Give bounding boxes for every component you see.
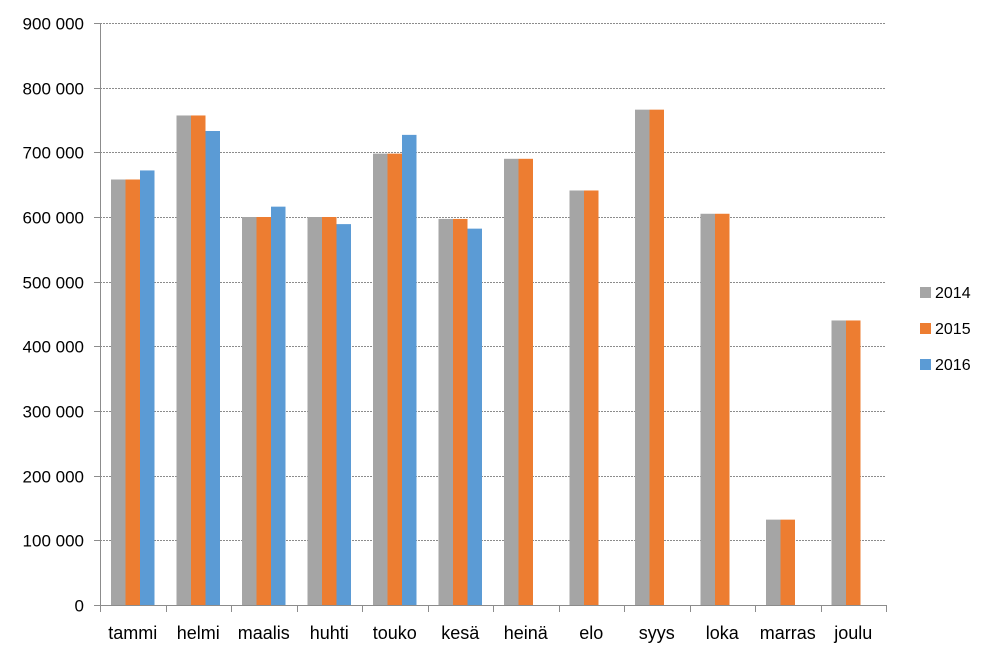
y-tick-label: 0 <box>75 597 84 616</box>
legend: 2014 2015 2016 <box>920 285 971 374</box>
x-tick-label: tammi <box>108 623 157 643</box>
bar-2014-huhti <box>307 217 322 605</box>
axes <box>94 23 887 612</box>
legend-label-2015: 2015 <box>935 321 971 338</box>
bar-2015-marras <box>780 519 795 605</box>
x-tick-label: heinä <box>504 623 549 643</box>
y-tick-label: 100 000 <box>23 532 84 551</box>
y-axis-tick-labels: 0 100 000 200 000 300 000 400 000 500 000 600 … <box>23 15 84 616</box>
bar-2014-kesä <box>438 218 453 605</box>
bar-2015-touko <box>387 153 402 606</box>
gridlines <box>100 23 886 541</box>
y-tick-label: 700 000 <box>23 144 84 163</box>
bar-2015-elo <box>584 190 599 605</box>
legend-swatch-2015 <box>920 323 931 334</box>
bar-2016-huhti <box>336 224 351 605</box>
bar-2014-syys <box>635 109 650 606</box>
bar-2014-helmi <box>176 115 191 606</box>
bar-2015-heinä <box>518 158 533 606</box>
bar-2015-loka <box>715 213 730 605</box>
x-tick-label: marras <box>760 623 816 643</box>
bar-2015-syys <box>649 109 664 606</box>
y-tick-label: 200 000 <box>23 468 84 487</box>
y-tick-label: 300 000 <box>23 403 84 422</box>
x-tick-label: loka <box>706 623 740 643</box>
legend-label-2016: 2016 <box>935 357 971 374</box>
y-tick-label: 400 000 <box>23 338 84 357</box>
bar-2015-huhti <box>322 217 337 605</box>
bar-2014-tammi <box>111 179 126 605</box>
x-axis-tick-labels: tammi helmi maalis huhti touko kesä heinä elo sy… <box>108 623 872 643</box>
x-tick-label: huhti <box>310 623 349 643</box>
bar-2015-tammi <box>125 179 140 605</box>
y-tick-label: 900 000 <box>23 15 84 34</box>
x-tick-label: maalis <box>238 623 290 643</box>
x-tick-label: helmi <box>177 623 220 643</box>
y-tick-label: 500 000 <box>23 274 84 293</box>
bar-2016-kesä <box>467 228 482 605</box>
legend-swatch-2016 <box>920 359 931 370</box>
x-tick-label: joulu <box>833 623 872 643</box>
bar-2016-helmi <box>205 130 220 605</box>
x-tick-label: touko <box>373 623 417 643</box>
bar-2014-joulu <box>831 320 846 605</box>
bar-2016-maalis <box>271 206 286 606</box>
legend-swatch-2014 <box>920 287 931 298</box>
x-tick-label: elo <box>579 623 603 643</box>
bar-2014-marras <box>766 519 781 605</box>
bar-2014-maalis <box>242 217 257 605</box>
bar-2015-maalis <box>256 217 271 605</box>
bar-2015-kesä <box>453 218 468 605</box>
bar-2014-heinä <box>504 158 519 606</box>
bar-2016-tammi <box>140 170 155 605</box>
legend-label-2014: 2014 <box>935 285 971 302</box>
bar-2014-elo <box>569 190 584 605</box>
bar-2015-joulu <box>846 320 861 605</box>
x-tick-label: kesä <box>441 623 480 643</box>
bar-2014-loka <box>700 213 715 605</box>
x-tick-label: syys <box>639 623 675 643</box>
bar-2016-touko <box>402 134 417 605</box>
bars <box>111 109 861 606</box>
y-tick-label: 800 000 <box>23 80 84 99</box>
bar-2014-touko <box>373 153 388 606</box>
bar-2015-helmi <box>191 115 206 606</box>
y-tick-label: 600 000 <box>23 209 84 228</box>
